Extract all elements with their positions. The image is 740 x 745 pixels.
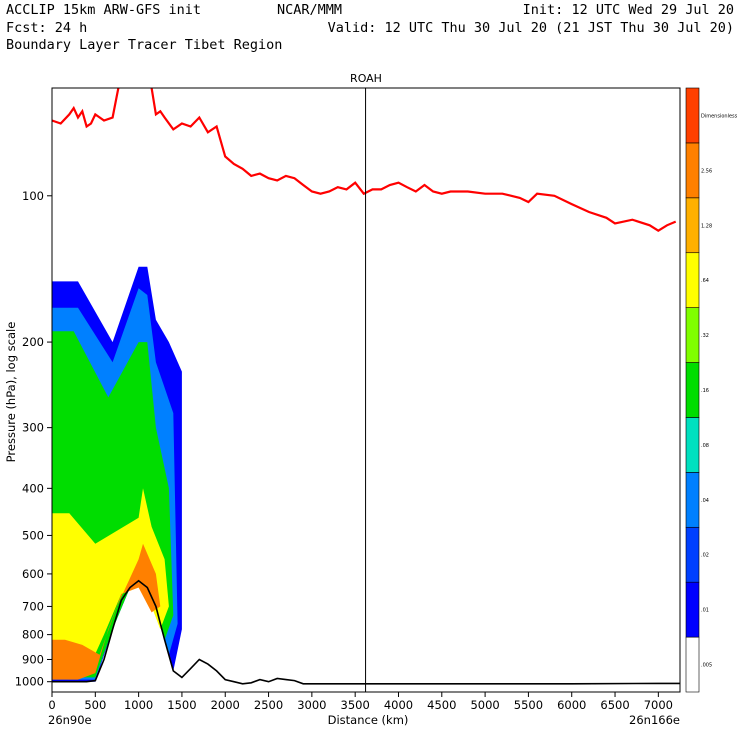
- x-tick-label: 4000: [384, 698, 413, 712]
- colorbar-swatch: [685, 87, 700, 144]
- x-tick-label: 4500: [427, 698, 456, 712]
- colorbar-swatch: [685, 142, 700, 199]
- y-tick-label: 100: [22, 189, 44, 203]
- colorbar-label: .01: [701, 608, 709, 614]
- header-valid-time: Valid: 12 UTC Thu 30 Jul 20 (21 JST Thu …: [328, 20, 734, 36]
- series-line-tropopause: [52, 88, 677, 232]
- y-axis-ticks: 100 200 300 400 500 600 700 800 900 1000: [15, 189, 52, 689]
- x-tick-label: 500: [84, 698, 106, 712]
- colorbar-swatch: [685, 307, 700, 363]
- header-model-title: ACCLIP 15km ARW-GFS init: [6, 2, 201, 18]
- y-tick-label: 600: [22, 567, 44, 581]
- tracer-contours: [52, 266, 182, 682]
- colorbar-label: .64: [701, 278, 709, 284]
- colorbar-label: .08: [701, 443, 709, 449]
- colorbar-label: .02: [701, 553, 709, 559]
- header-init-time: Init: 12 UTC Wed 29 Jul 20: [523, 2, 734, 18]
- x-tick-label: 2000: [211, 698, 240, 712]
- colorbar-label: Dimensionless: [701, 113, 738, 119]
- colorbar-swatch: [685, 417, 700, 473]
- header-field-description: Boundary Layer Tracer Tibet Region: [6, 37, 282, 53]
- colorbar-label: 1.28: [701, 223, 712, 229]
- y-tick-label: 300: [22, 421, 44, 435]
- y-tick-label: 900: [22, 652, 44, 666]
- x-tick-label: 1500: [167, 698, 196, 712]
- x-tick-label: 0: [48, 698, 55, 712]
- colorbar-swatch: [685, 472, 700, 528]
- colorbar-swatch: [685, 526, 700, 583]
- x-axis-left-label: 26n90e: [48, 713, 92, 727]
- contour-fill-4: [52, 543, 161, 680]
- x-axis-right-label: 26n166e: [629, 713, 680, 727]
- colorbar-label: .16: [701, 388, 709, 394]
- y-tick-label: 700: [22, 599, 44, 613]
- x-tick-label: 1000: [124, 698, 153, 712]
- x-axis-title: Distance (km): [328, 713, 409, 727]
- x-tick-label: 7000: [644, 698, 673, 712]
- colorbar-label: 2.56: [701, 168, 712, 174]
- x-tick-label: 5500: [514, 698, 543, 712]
- colorbar-label: .04: [701, 498, 709, 504]
- y-tick-label: 200: [22, 335, 44, 349]
- contour-fill-3: [52, 488, 169, 676]
- y-tick-label: 1000: [15, 675, 44, 689]
- colorbar-label: .005: [701, 663, 712, 669]
- chart-title: ROAH: [350, 72, 382, 85]
- x-tick-label: 5000: [470, 698, 499, 712]
- x-tick-label: 6500: [600, 698, 629, 712]
- y-axis-title: Pressure (hPa), log scale: [4, 322, 18, 463]
- x-tick-label: 6000: [557, 698, 586, 712]
- x-axis-ticks: 0 500 1000 1500 2000 2500 3000 3500 4000 4500 5000…: [48, 692, 673, 712]
- x-tick-label: 2500: [254, 698, 283, 712]
- header-center-org: NCAR/MMM: [277, 2, 342, 18]
- x-tick-label: 3000: [297, 698, 326, 712]
- header-forecast-hour: Fcst: 24 h: [6, 20, 87, 36]
- y-tick-label: 800: [22, 628, 44, 642]
- y-tick-label: 500: [22, 528, 44, 542]
- x-tick-label: 3500: [341, 698, 370, 712]
- colorbar-swatch: [685, 581, 700, 638]
- colorbar-swatch: [685, 636, 700, 693]
- plot-frame: [51, 87, 681, 693]
- colorbar-swatch: [685, 362, 700, 418]
- colorbar-swatch: [685, 197, 700, 254]
- y-tick-label: 400: [22, 481, 44, 495]
- colorbar-swatch: [685, 252, 700, 308]
- series-line-terrain: [52, 579, 680, 685]
- profile-lines: [52, 88, 680, 692]
- colorbar-label: .32: [701, 333, 709, 339]
- colorbar: .005 .01 .02 .04 .08 .16 .32 .64 1.28 2.56 Dimensi…: [685, 87, 738, 693]
